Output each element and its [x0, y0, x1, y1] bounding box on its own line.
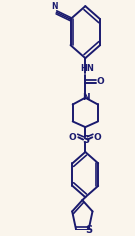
- Text: O: O: [69, 133, 77, 142]
- Text: O: O: [97, 77, 104, 86]
- Text: O: O: [94, 133, 102, 142]
- Text: S: S: [82, 135, 89, 144]
- Text: N: N: [82, 93, 89, 102]
- Text: S: S: [85, 225, 92, 236]
- Text: HN: HN: [80, 64, 94, 73]
- Text: N: N: [52, 2, 58, 11]
